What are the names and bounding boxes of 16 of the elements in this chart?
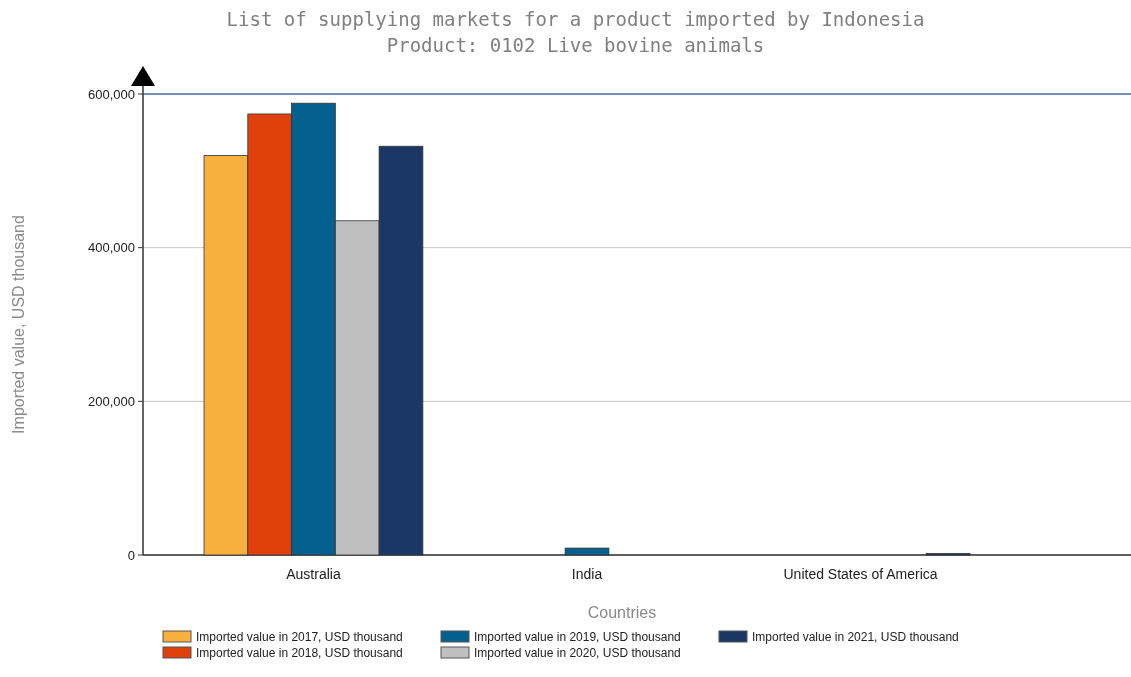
chart-title: List of supplying markets for a product imported by Indonesia (226, 8, 925, 30)
legend-label: Imported value in 2020, USD thousand (474, 646, 681, 660)
y-tick-label: 400,000 (88, 240, 135, 256)
x-axis-title: Countries (587, 604, 657, 621)
y-axis-title: Imported value, USD thousand (10, 215, 27, 434)
x-tick-label: United States of America (783, 566, 938, 582)
legend-label: Imported value in 2021, USD thousand (752, 630, 959, 644)
chart-subtitle: Product: 0102 Live bovine animals (386, 34, 765, 56)
legend-label: Imported value in 2017, USD thousand (196, 630, 403, 644)
legend-label: Imported value in 2019, USD thousand (474, 630, 681, 644)
x-tick-label: India (571, 566, 603, 582)
y-tick-label: 600,000 (88, 86, 135, 102)
legend-label: Imported value in 2018, USD thousand (196, 646, 403, 660)
y-tick-label: 0 (127, 547, 135, 563)
y-tick-label: 200,000 (88, 393, 135, 409)
x-tick-label: Australia (286, 566, 341, 582)
